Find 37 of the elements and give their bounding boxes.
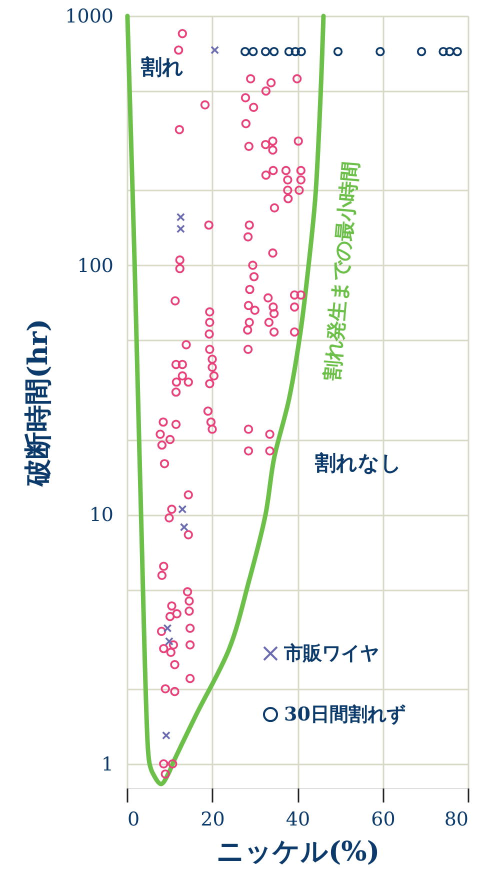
text: 割れ発生までの最小時間 — [319, 160, 363, 383]
point — [180, 522, 188, 532]
point — [269, 46, 279, 56]
x-tick-label: 40 — [286, 808, 310, 830]
point — [163, 624, 172, 632]
legend-label: 市販ワイヤ — [283, 642, 379, 664]
y-axis-title: 破断時間(hr) — [23, 318, 54, 488]
point — [248, 46, 258, 56]
point — [290, 46, 300, 56]
point — [438, 46, 448, 56]
legend-label: 30日間割れず — [284, 704, 406, 726]
y-tick-label: 100 — [77, 254, 114, 277]
point — [452, 46, 462, 56]
x-tick-label: 20 — [200, 808, 225, 830]
point — [210, 46, 220, 54]
x-tick-label: 0 — [128, 808, 140, 830]
annotation: 割れなし — [314, 450, 402, 475]
point — [296, 46, 306, 56]
y-tick-label: 1000 — [65, 6, 114, 28]
y-tick-label: 1 — [101, 753, 114, 776]
point — [240, 46, 250, 56]
point — [333, 46, 343, 56]
annotation: 割れ — [140, 54, 184, 79]
point — [416, 46, 426, 56]
x-axis-title: ニッケル(%) — [216, 836, 380, 868]
point — [284, 46, 294, 56]
point — [178, 505, 187, 514]
x-tick-label: 60 — [371, 808, 396, 830]
point — [164, 637, 174, 646]
point — [176, 212, 185, 222]
x-tick-label: 80 — [444, 808, 468, 830]
point — [162, 731, 170, 740]
point — [176, 224, 185, 234]
y-tick-label: 10 — [89, 504, 114, 526]
point — [260, 46, 270, 56]
point — [445, 46, 454, 56]
point — [376, 46, 385, 56]
